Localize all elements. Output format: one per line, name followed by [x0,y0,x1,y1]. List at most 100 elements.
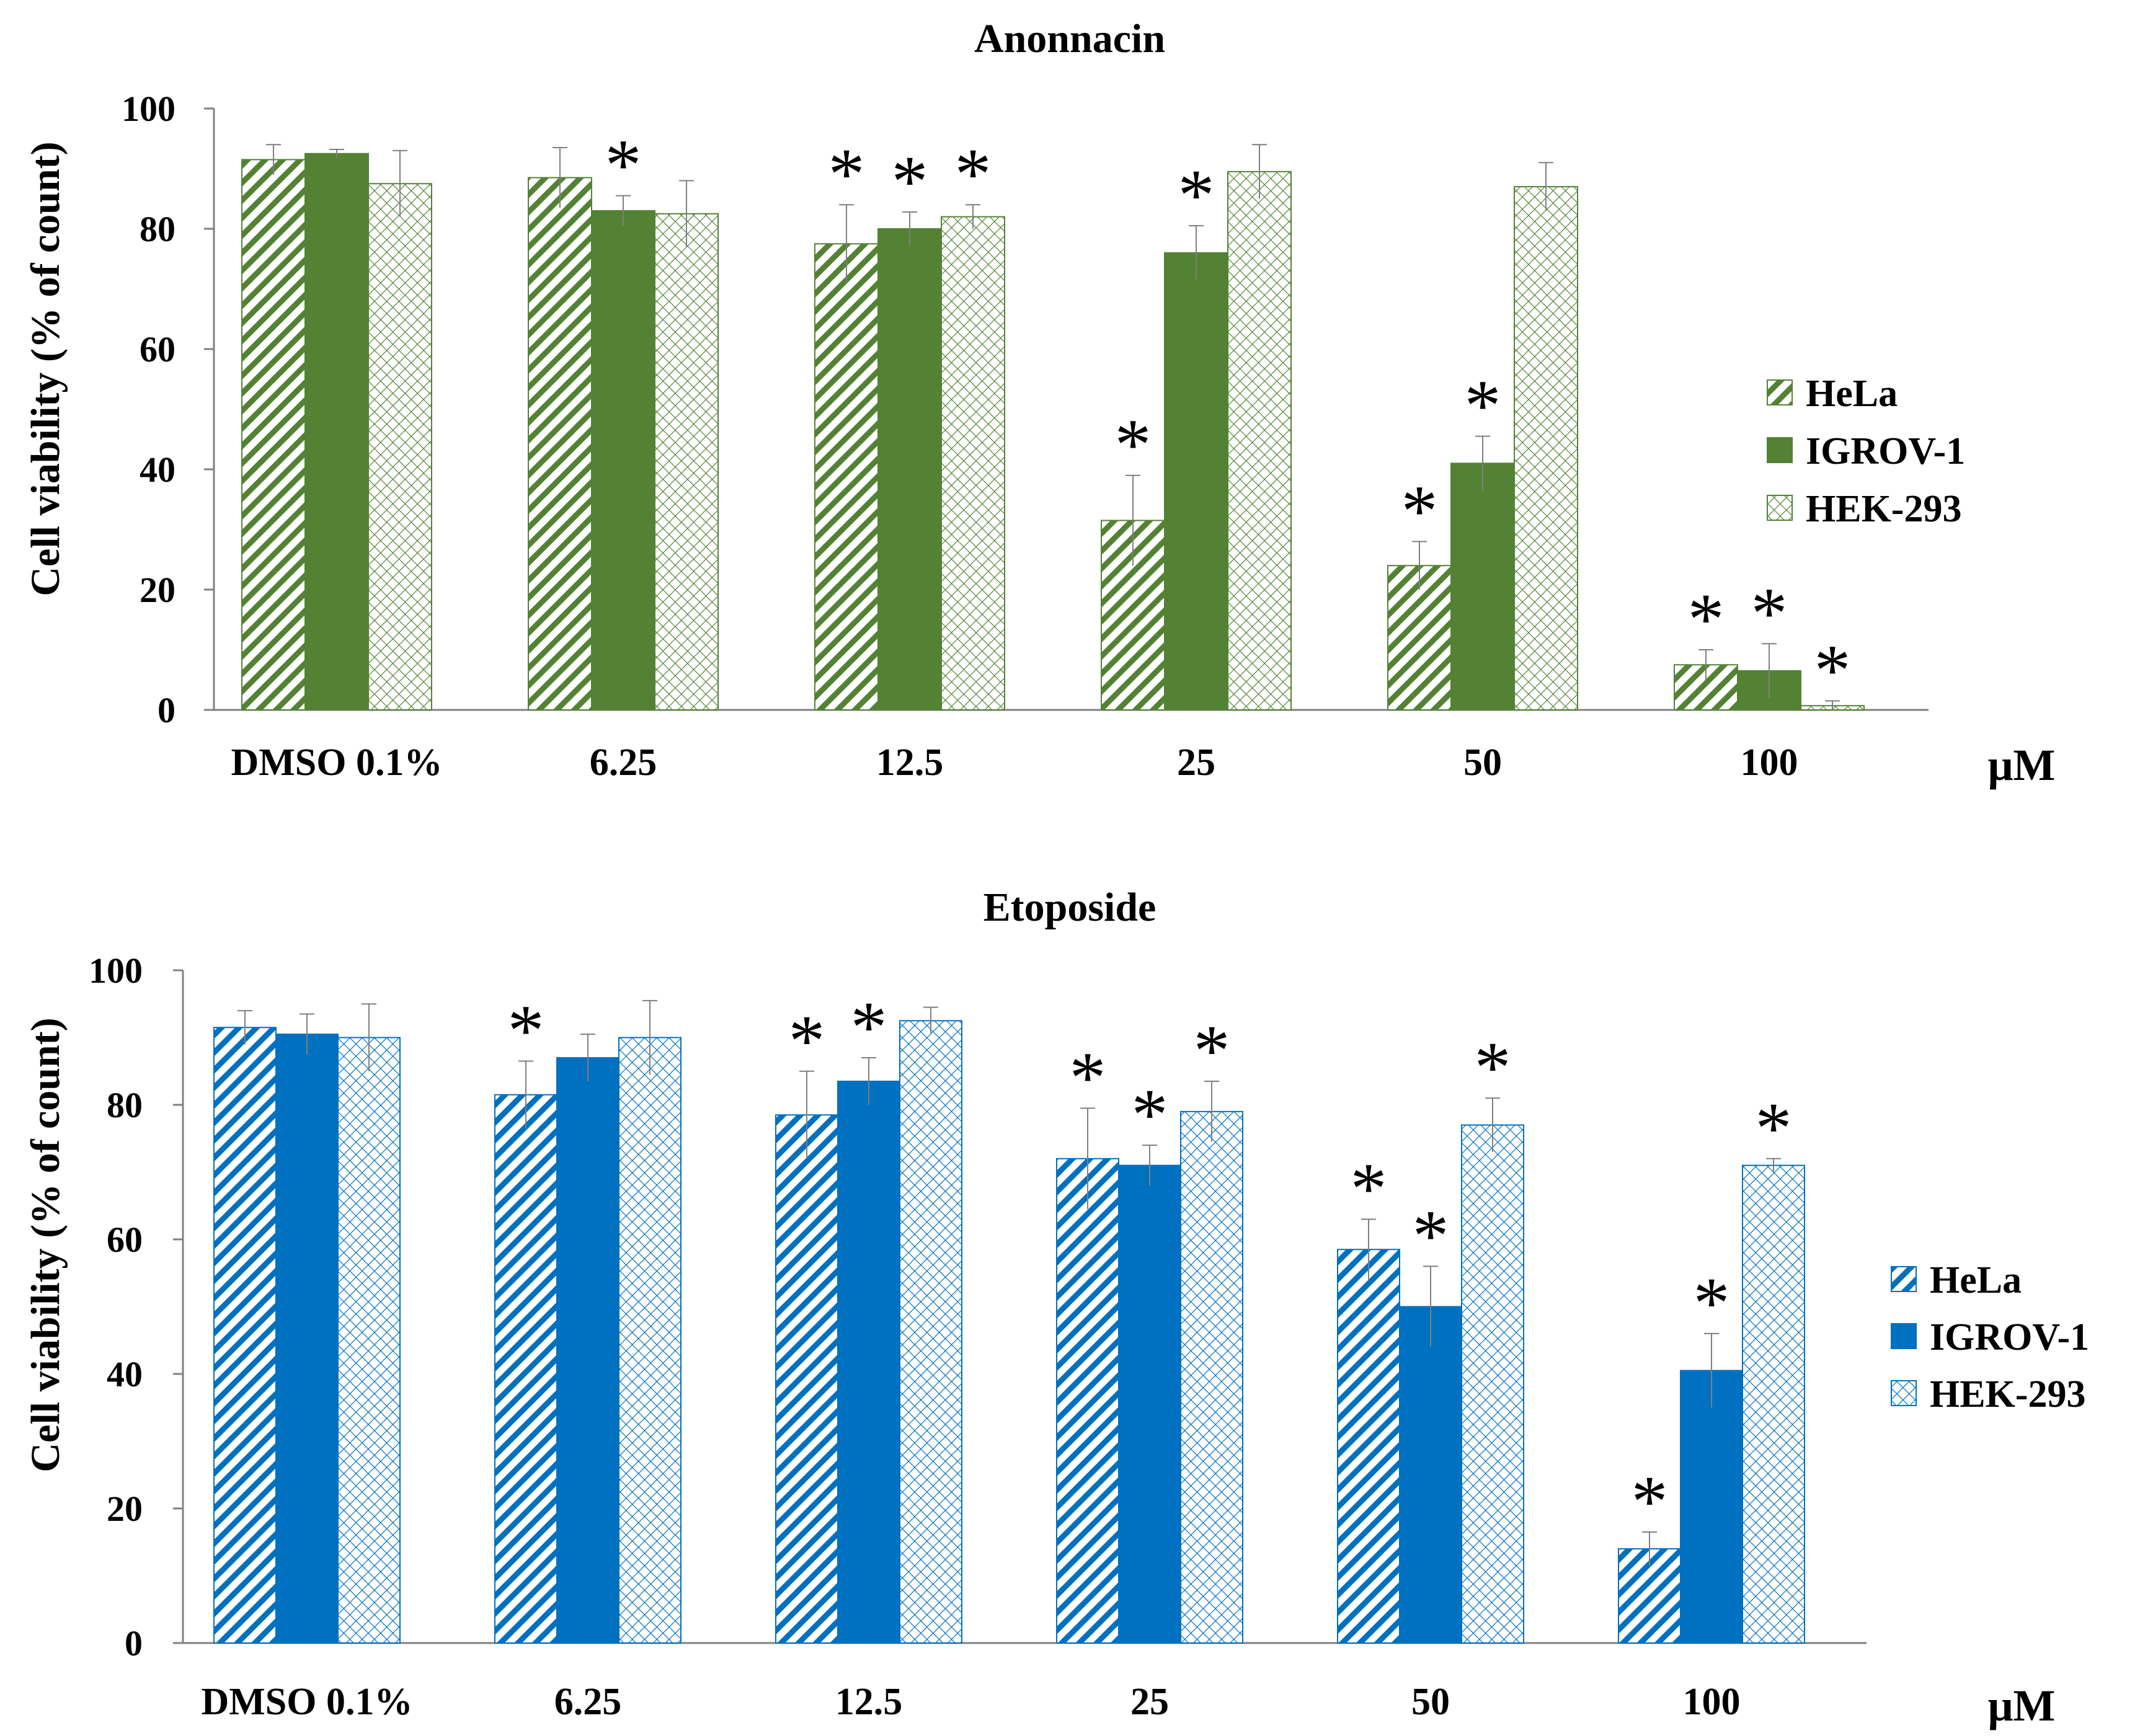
legend-label-igrov-1: IGROV-1 [1930,1316,2089,1358]
bar-hek-293 [368,183,432,711]
legend-label-hek-293: HEK-293 [1806,488,1961,530]
legend-swatch-igrov-1 [1891,1323,1917,1349]
bar-hela [213,1027,277,1644]
error-bar [393,149,407,217]
y-tick-label: 100 [122,89,175,129]
error-bar [1080,1107,1095,1210]
bar-hela [494,1094,557,1644]
error-bar [923,1006,938,1035]
bar-igrov-1 [304,153,369,711]
bar-hek-293 [1514,186,1578,711]
significance-marker: * [1070,1037,1106,1118]
significance-marker: * [1632,1461,1668,1542]
bar-hela [1056,1158,1119,1644]
error-bar [1762,643,1777,698]
error-bar [1142,1145,1157,1186]
bar-hela [241,159,306,711]
legend-label-hela: HeLa [1806,373,1898,415]
error-bar [1825,700,1840,710]
error-bar [553,147,567,208]
significance-marker: * [851,986,887,1068]
error-bar [238,1010,252,1045]
error-bar [1204,1081,1219,1142]
y-tick-label: 40 [107,1354,143,1394]
x-tick-label: 6.25 [590,742,657,784]
significance-marker: * [1401,470,1438,551]
y-tick-label: 20 [140,570,175,610]
error-bar [799,1070,814,1159]
legend: HeLa IGROV-1 HEK-293 [1767,373,1965,530]
significance-marker: * [828,133,865,215]
bar-igrov-1 [877,228,942,711]
bar-hela [528,177,592,711]
bar-hek-293 [654,213,719,711]
legend-swatch-hela [1891,1266,1917,1292]
significance-marker: * [1465,365,1501,446]
x-tick-label: 25 [1130,1681,1169,1723]
error-bar [642,999,657,1075]
error-bar [266,144,281,175]
bar-igrov-1 [1450,463,1515,711]
significance-marker: * [1756,1087,1792,1169]
error-bar [1125,474,1140,566]
x-tick-label: 6.25 [554,1681,622,1723]
significance-marker: * [605,125,642,206]
chart-etoposide: Etoposide Cell viability (% of count) 0 2… [23,885,2089,1730]
y-tick-label: 20 [107,1489,143,1529]
bar-igrov-1 [1680,1370,1743,1644]
significance-marker: * [1751,572,1788,653]
legend-label-igrov-1: IGROV-1 [1806,430,1965,472]
error-bar [1485,1097,1500,1152]
error-bar [1475,435,1490,490]
error-bar [580,1034,595,1082]
bar-hek-293 [1461,1124,1524,1644]
bar-igrov-1 [837,1081,900,1644]
significance-marker: * [1413,1195,1449,1276]
y-tick-label: 60 [107,1220,143,1260]
significance-marker: * [1194,1010,1230,1091]
legend: HeLa IGROV-1 HEK-293 [1891,1259,2089,1415]
significance-marker: * [789,1000,825,1081]
significance-marker: * [1688,578,1725,660]
error-bar [966,204,980,229]
x-tick-label: 12.5 [876,742,944,784]
bar-hela [1337,1249,1400,1644]
significance-marker: * [1132,1074,1168,1155]
x-tick-label: 12.5 [835,1681,903,1723]
error-bar [902,211,917,246]
bar-igrov-1 [1118,1164,1181,1644]
bar-hek-293 [618,1037,682,1644]
plot-area: 0 20 40 60 80 100 DMSO 0.1% * 6.25 * * * 12.5 * * 25 * * 5… [122,89,1965,784]
x-tick-label: 50 [1463,742,1502,784]
bar-hek-293 [1227,170,1292,711]
error-bar [1766,1158,1781,1172]
bar-hela [775,1114,838,1644]
chart-title: Etoposide [983,885,1157,930]
error-bar [1704,1332,1719,1408]
bar-igrov-1 [591,210,655,711]
legend-swatch-hela [1767,379,1793,405]
error-bar [362,1003,376,1071]
error-bar [839,204,854,283]
error-bar [329,148,344,158]
bar-hek-293 [899,1020,962,1644]
y-tick-label: 40 [140,450,175,490]
significance-marker: * [955,133,992,215]
y-tick-label: 100 [89,950,143,991]
bar-igrov-1 [1399,1306,1462,1644]
error-bar [861,1057,876,1105]
error-bar [1423,1265,1438,1347]
y-tick-label: 80 [140,209,175,249]
bar-hek-293 [941,216,1005,711]
significance-marker: * [1115,404,1152,485]
significance-marker: * [1814,629,1851,711]
error-bar [679,180,694,247]
y-tick-label: 80 [107,1085,143,1125]
legend-swatch-igrov-1 [1767,437,1793,463]
bar-hela [814,243,879,711]
x-tick-label: 100 [1683,1681,1741,1723]
plot-area: 0 20 40 60 80 100 DMSO 0.1% * 6.25 * * 12.5 * * * 25 * * *… [89,950,2089,1723]
y-axis-label: Cell viability (% of count) [23,1017,68,1472]
y-tick-label: 60 [140,329,175,370]
